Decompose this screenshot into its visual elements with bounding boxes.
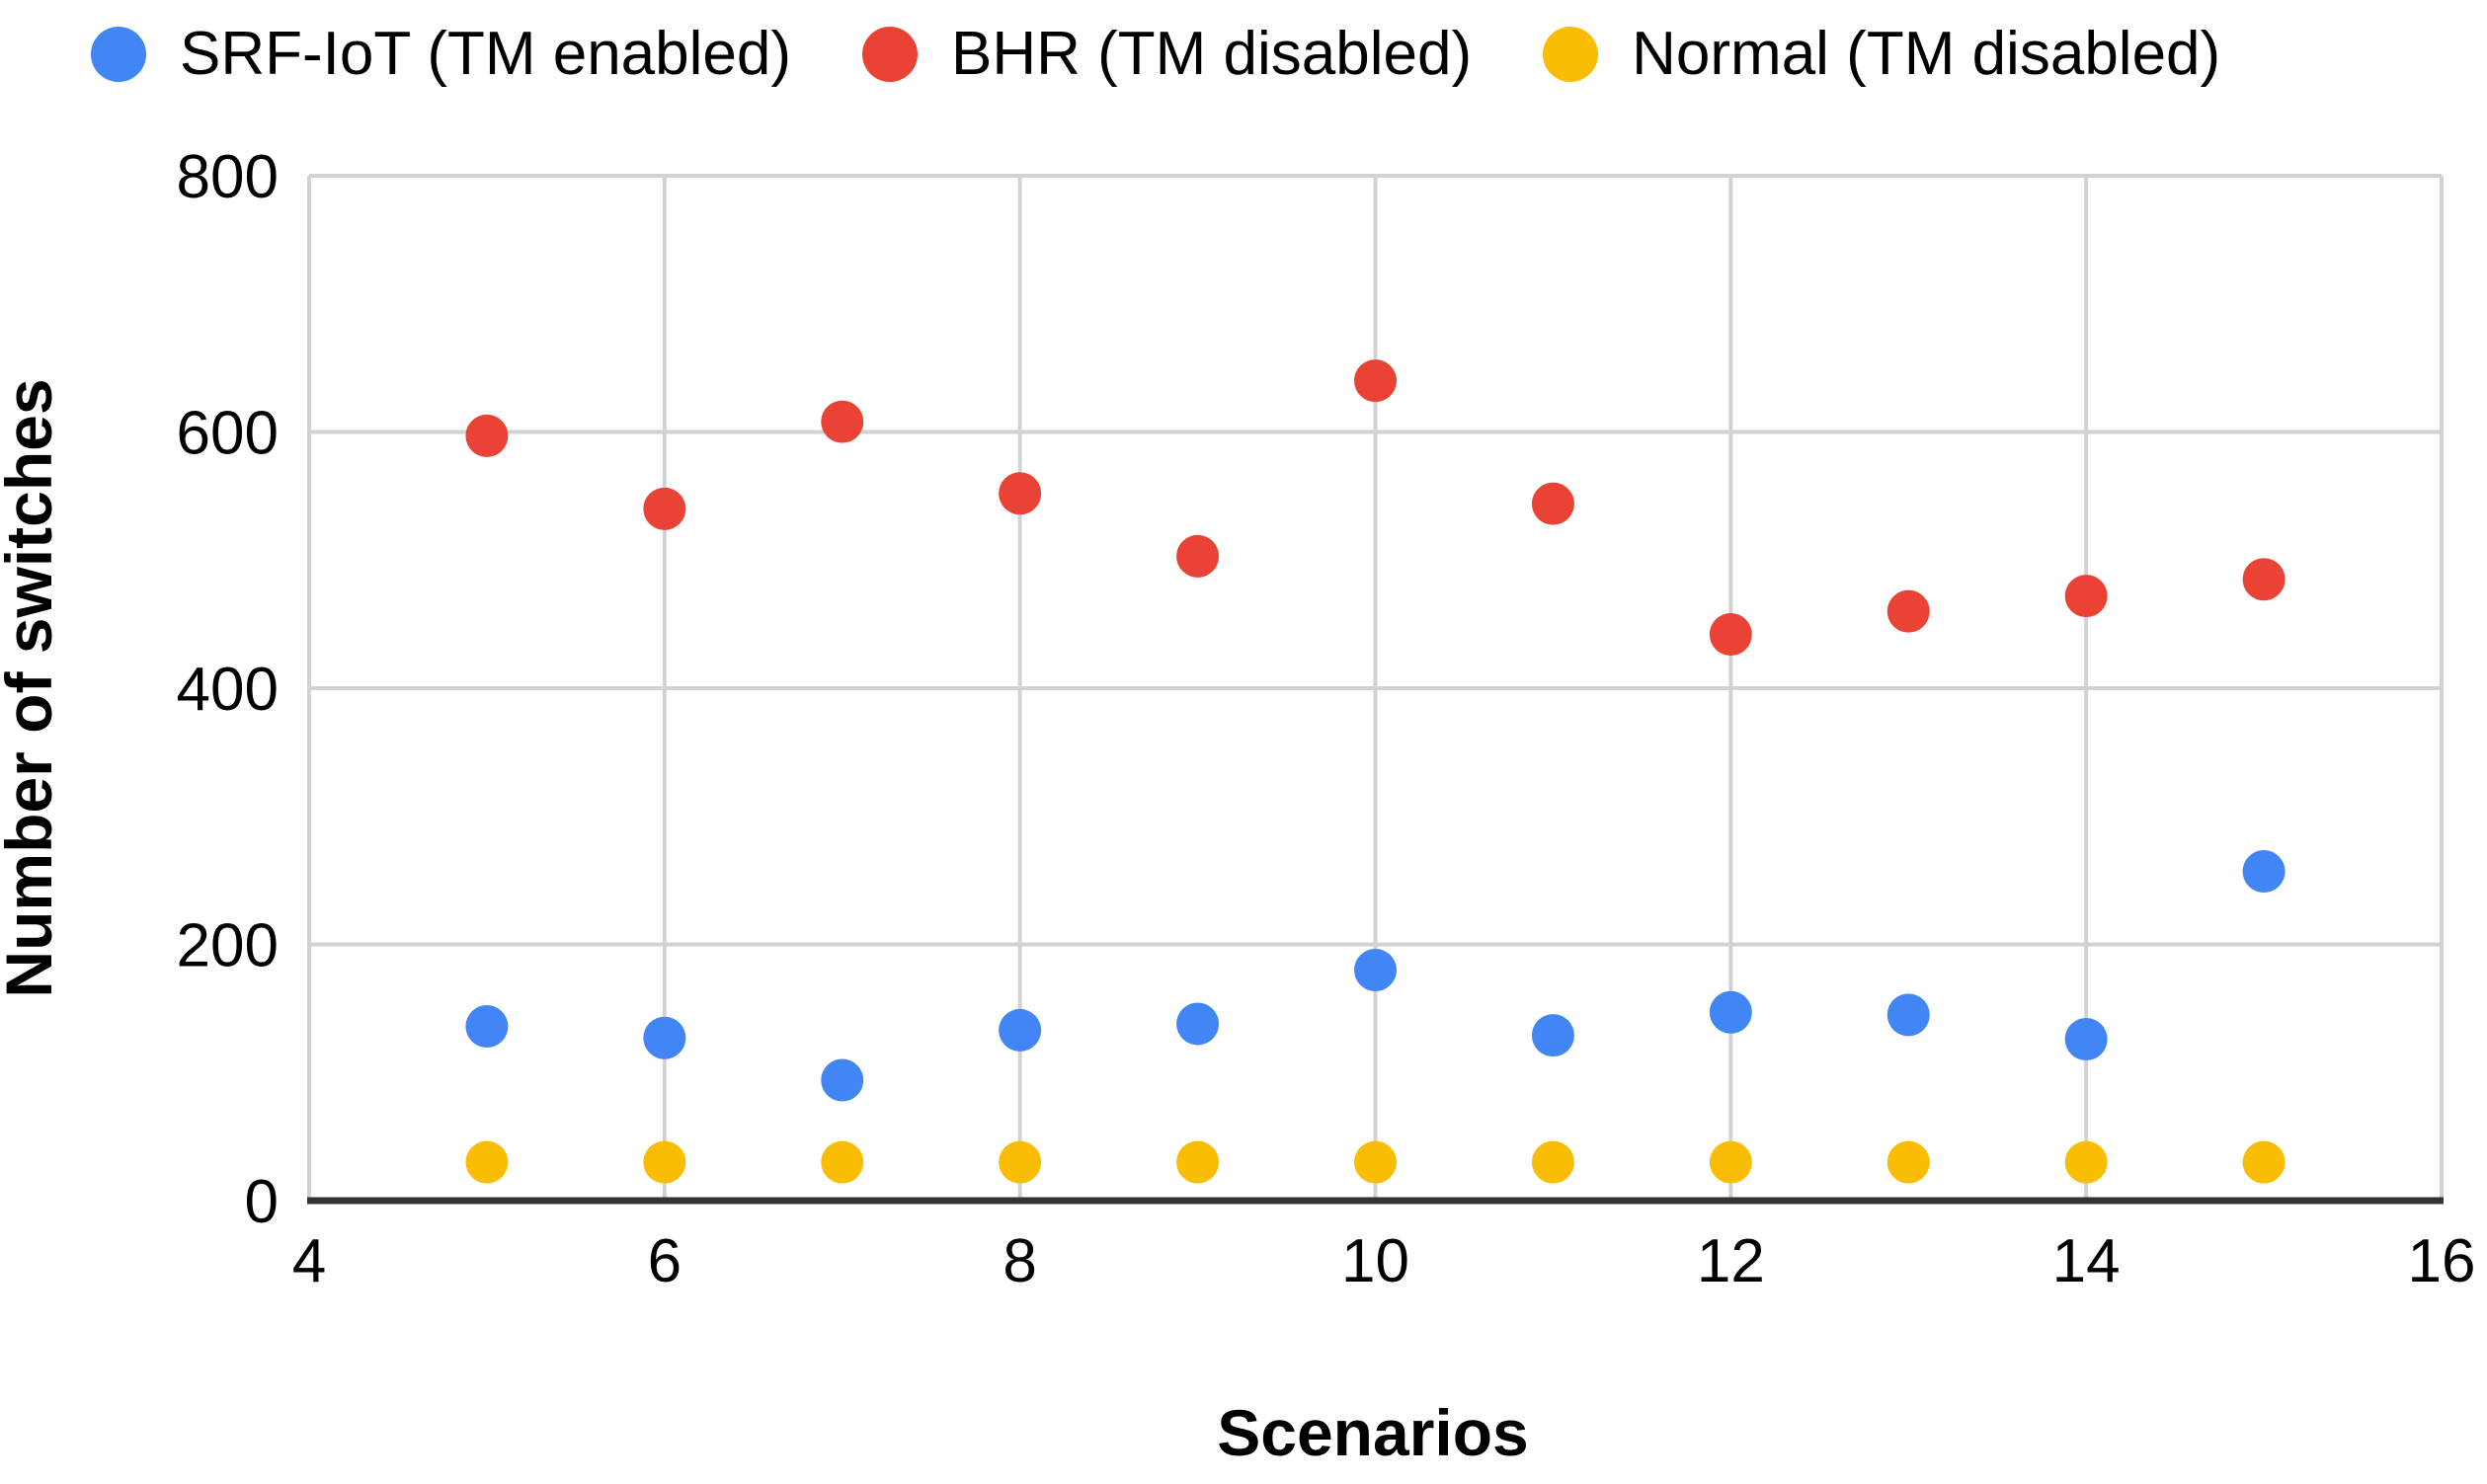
data-point bbox=[1886, 589, 1930, 633]
data-point bbox=[2064, 1018, 2108, 1061]
legend-item-normal: Normal (TM disabled) bbox=[1543, 20, 2220, 89]
y-tick-label: 800 bbox=[177, 143, 279, 211]
data-point bbox=[2242, 1140, 2286, 1184]
data-point bbox=[1176, 534, 1220, 578]
data-point bbox=[1176, 1002, 1220, 1046]
data-point bbox=[465, 414, 509, 457]
legend-label-normal: Normal (TM disabled) bbox=[1632, 20, 2221, 88]
data-point bbox=[1531, 482, 1574, 525]
data-point bbox=[999, 1140, 1042, 1184]
data-point bbox=[999, 472, 1042, 515]
data-point bbox=[821, 1058, 864, 1102]
x-tick-label: 12 bbox=[1697, 1227, 1765, 1295]
x-axis-title: Scenarios bbox=[1217, 1396, 1529, 1469]
x-tick-label: 16 bbox=[2408, 1227, 2476, 1295]
x-tick-label: 8 bbox=[1003, 1227, 1036, 1295]
data-point bbox=[465, 1005, 509, 1049]
data-point bbox=[999, 1008, 1042, 1052]
legend: SRF-IoT (TM enabled) BHR (TM disabled) N… bbox=[91, 20, 2220, 89]
tick-labels: 4 6 8 10 12 14 16 0 200 400 600 800 bbox=[177, 143, 2476, 1295]
data-point bbox=[2064, 1140, 2108, 1184]
y-tick-label: 600 bbox=[177, 400, 279, 468]
gridlines bbox=[307, 174, 2444, 1201]
data-point bbox=[1531, 1014, 1574, 1057]
legend-item-bhr: BHR (TM disabled) bbox=[862, 20, 1472, 89]
data-point bbox=[2242, 850, 2286, 894]
data-point bbox=[465, 1140, 509, 1184]
y-axis-title: Number of switches bbox=[0, 378, 65, 997]
data-point bbox=[643, 1140, 686, 1184]
legend-item-srf-iot: SRF-IoT (TM enabled) bbox=[91, 20, 791, 89]
data-point bbox=[1886, 993, 1930, 1037]
legend-marker-bhr-icon bbox=[862, 27, 919, 82]
data-point bbox=[821, 1140, 864, 1184]
legend-marker-normal-icon bbox=[1543, 27, 1599, 82]
data-point bbox=[821, 400, 864, 443]
data-point bbox=[1176, 1140, 1220, 1184]
data-point bbox=[1531, 1140, 1574, 1184]
data-point bbox=[1709, 990, 1752, 1034]
data-point bbox=[643, 1016, 686, 1059]
data-point bbox=[1354, 1140, 1397, 1184]
data-point bbox=[1709, 613, 1752, 657]
legend-label-srf-iot: SRF-IoT (TM enabled) bbox=[180, 20, 792, 88]
x-tick-label: 10 bbox=[1341, 1227, 1409, 1295]
data-points bbox=[465, 359, 2286, 1184]
x-tick-label: 14 bbox=[2052, 1227, 2121, 1295]
x-tick-label: 6 bbox=[648, 1227, 682, 1295]
data-point bbox=[1886, 1140, 1930, 1184]
legend-label-bhr: BHR (TM disabled) bbox=[951, 20, 1473, 88]
y-tick-label: 400 bbox=[177, 656, 279, 724]
legend-marker-srf-iot-icon bbox=[91, 27, 146, 82]
data-point bbox=[2242, 558, 2286, 601]
data-point bbox=[2064, 575, 2108, 618]
y-tick-label: 0 bbox=[245, 1168, 279, 1236]
data-point bbox=[1709, 1140, 1752, 1184]
y-tick-label: 200 bbox=[177, 912, 279, 980]
data-point bbox=[643, 487, 686, 530]
data-point bbox=[1354, 948, 1397, 991]
data-point bbox=[1354, 359, 1397, 403]
x-tick-label: 4 bbox=[292, 1227, 326, 1295]
